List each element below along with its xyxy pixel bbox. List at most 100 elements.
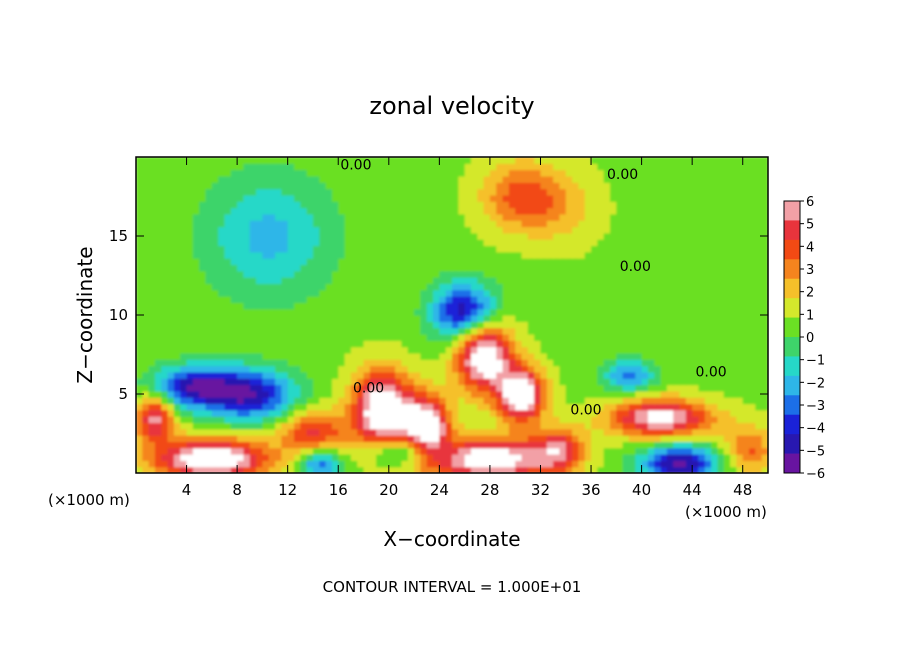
field-cell (470, 416, 478, 424)
field-cell (161, 220, 169, 228)
field-cell (357, 447, 365, 455)
field-cell (294, 397, 301, 405)
field-cell (382, 378, 390, 386)
field-cell (426, 245, 434, 253)
field-cell (666, 277, 674, 284)
field-cell (300, 175, 308, 183)
field-cell (603, 302, 611, 310)
field-cell (218, 315, 226, 322)
field-cell (730, 352, 737, 360)
field-cell (685, 321, 693, 329)
field-cell (319, 251, 327, 259)
field-cell (641, 346, 649, 354)
field-cell (508, 169, 516, 177)
field-cell (186, 302, 194, 310)
field-cell (711, 188, 719, 196)
field-cell (199, 422, 207, 430)
field-cell (534, 397, 542, 405)
field-cell (218, 239, 226, 247)
field-cell (483, 182, 491, 190)
field-cell (742, 416, 750, 424)
field-cell (433, 409, 440, 417)
field-cell (483, 283, 491, 291)
field-cell (433, 289, 440, 297)
field-cell (736, 466, 744, 473)
field-cell (300, 441, 308, 449)
field-cell (761, 226, 768, 234)
field-cell (515, 327, 523, 335)
field-cell (635, 194, 643, 202)
field-cell (755, 447, 763, 455)
field-cell (597, 447, 605, 455)
field-cell (142, 447, 150, 455)
field-cell (294, 416, 301, 424)
field-cell (192, 289, 200, 297)
field-cell (610, 466, 617, 473)
field-cell (268, 359, 276, 367)
field-cell (698, 270, 706, 278)
field-cell (761, 340, 768, 348)
field-cell (502, 220, 510, 228)
field-cell (382, 359, 390, 367)
field-cell (515, 333, 523, 341)
field-cell (180, 169, 188, 177)
field-cell (508, 220, 516, 228)
field-cell (294, 175, 301, 183)
field-cell (572, 466, 579, 473)
field-cell (717, 163, 725, 171)
field-cell (749, 460, 756, 468)
field-cell (325, 283, 333, 291)
field-cell (167, 315, 175, 322)
field-cell (597, 220, 605, 228)
field-cell (660, 169, 668, 177)
field-cell (325, 182, 333, 190)
field-cell (704, 416, 712, 424)
field-cell (749, 207, 756, 215)
field-cell (755, 466, 763, 473)
field-cell (502, 169, 510, 177)
field-cell (268, 346, 276, 354)
field-cell (350, 365, 358, 373)
field-cell (464, 213, 472, 221)
field-cell (546, 308, 554, 316)
field-cell (287, 416, 295, 424)
field-cell (312, 460, 320, 468)
field-cell (281, 163, 289, 171)
field-cell (685, 283, 693, 291)
field-cell (148, 365, 156, 373)
field-cell (660, 194, 668, 202)
field-cell (527, 454, 535, 461)
field-cell (249, 264, 257, 272)
field-cell (654, 232, 662, 240)
field-cell (312, 403, 320, 411)
field-cell (382, 321, 390, 329)
field-cell (338, 315, 346, 322)
field-cell (312, 201, 320, 209)
field-cell (534, 226, 542, 234)
field-cell (331, 283, 339, 291)
field-cell (281, 277, 289, 284)
field-cell (388, 378, 396, 386)
field-cell (350, 340, 358, 348)
field-cell (527, 232, 535, 240)
field-cell (407, 315, 415, 322)
field-cell (414, 397, 421, 405)
field-cell (357, 397, 365, 405)
field-cell (591, 283, 598, 291)
field-cell (167, 346, 175, 354)
field-cell (243, 201, 251, 209)
field-cell (148, 251, 156, 259)
field-cell (647, 207, 655, 215)
field-cell (300, 226, 308, 234)
field-cell (628, 188, 636, 196)
field-cell (628, 460, 636, 468)
field-cell (218, 409, 226, 417)
field-cell (660, 175, 668, 183)
field-cell (426, 428, 434, 436)
field-cell (325, 194, 333, 202)
field-cell (761, 213, 768, 221)
field-cell (610, 220, 617, 228)
field-cell (256, 352, 263, 360)
field-cell (243, 422, 251, 430)
field-cell (230, 403, 238, 411)
